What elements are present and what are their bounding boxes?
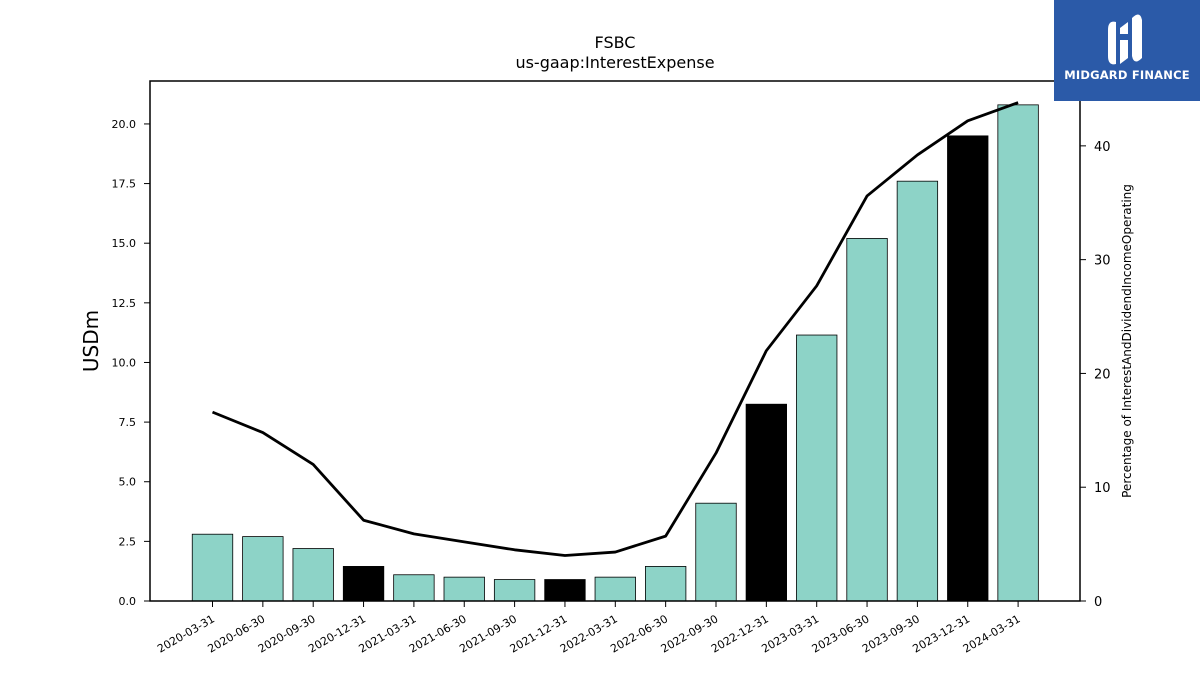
bars-group [191,104,1039,602]
y-tick-label: 2.5 [119,535,137,548]
chart-subtitle: us-gaap:InterestExpense [515,53,714,72]
bar [695,502,737,602]
bar [645,566,687,602]
midgard-finance-logo: MIDGARD FINANCE [1054,0,1200,101]
x-tick-label: 2024-03-31 [961,612,1023,655]
bar [393,574,435,602]
y-tick-label: 7.5 [119,416,137,429]
x-axis: 2020-03-312020-06-302020-09-302020-12-31… [155,601,1023,656]
y2-tick-label: 30 [1094,254,1111,269]
y2-tick-label: 10 [1094,481,1111,496]
y-axis-left: 0.0 2.5 5.0 7.5 10.0 12.5 15.0 17.5 20.0 [112,118,150,608]
bar [594,576,636,602]
y-tick-label: 5.0 [119,476,137,489]
midgard-logo-icon [1108,14,1142,65]
bar [443,576,485,602]
bar [745,403,787,602]
bar [292,548,334,602]
y-tick-label: 10.0 [112,356,137,369]
y2-tick-label: 40 [1094,140,1111,155]
bar [493,579,536,602]
bar [191,533,234,602]
series-line [211,101,1019,557]
y-tick-label: 17.5 [112,178,137,191]
y2-tick-label: 0 [1094,595,1102,610]
plot-frame [149,80,1081,602]
y-tick-label: 20.0 [112,118,137,131]
bar [242,536,284,602]
bar [544,579,586,602]
y-tick-label: 0.0 [119,595,137,608]
bar [846,238,888,602]
line-layer [211,101,1019,557]
bar [947,135,989,602]
y-axis-label: USDm [79,310,103,372]
bar [796,334,838,602]
y2-axis-label: Percentage of InterestAndDividendIncomeO… [1120,184,1134,498]
y-tick-label: 12.5 [112,297,137,310]
chart-title: FSBC [595,33,636,52]
bar [896,180,939,602]
logo-text: MIDGARD FINANCE [1064,68,1190,82]
bar [997,104,1039,602]
y2-tick-label: 20 [1094,367,1111,382]
y-tick-label: 15.0 [112,237,137,250]
bar [342,566,385,602]
y-axis-right: 0 10 20 30 40 [1080,140,1111,610]
